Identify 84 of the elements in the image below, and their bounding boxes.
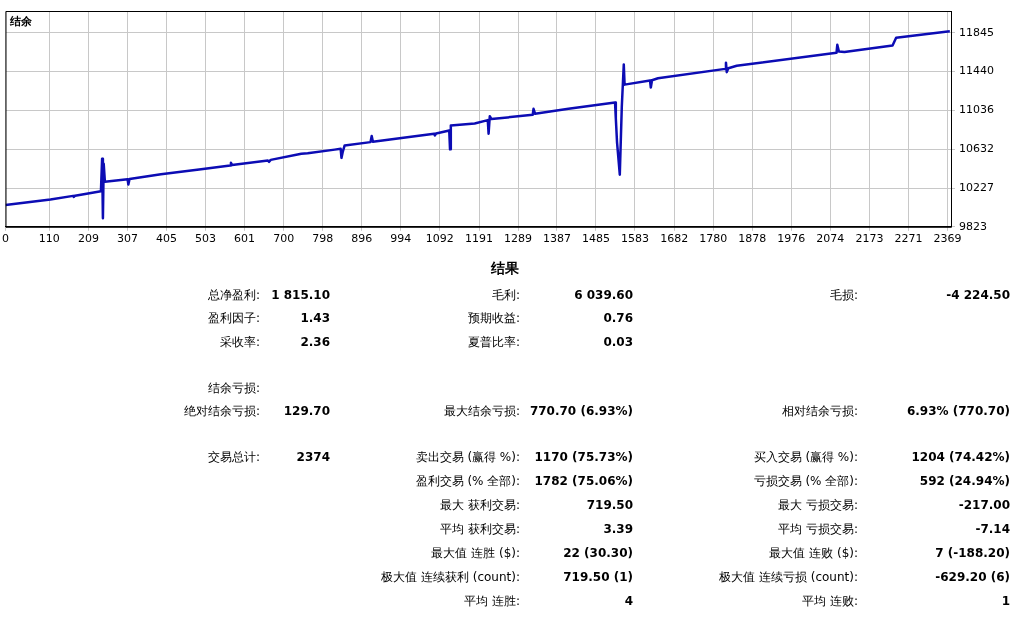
text: 129.70 bbox=[283, 403, 330, 419]
text: 最大值 连胜 ($): bbox=[431, 545, 520, 561]
chart-title: 结余 bbox=[9, 15, 34, 29]
text: 1204 (74.42%) bbox=[911, 449, 1010, 465]
y-tick-label: 11440 bbox=[959, 64, 995, 78]
x-tick-label: 1485 bbox=[581, 232, 610, 246]
text: 毛损: bbox=[829, 287, 858, 303]
x-tick-label: 307 bbox=[117, 232, 139, 246]
text: 6 039.60 bbox=[574, 287, 633, 303]
x-tick-label: 1289 bbox=[504, 232, 533, 246]
text: 719.50 bbox=[586, 497, 633, 513]
text: 最大 亏损交易: bbox=[778, 497, 858, 513]
text: 预期收益: bbox=[467, 310, 520, 326]
x-tick-label: 2271 bbox=[894, 232, 923, 246]
text: 2374 bbox=[296, 449, 330, 465]
text: 平均 亏损交易: bbox=[778, 521, 858, 537]
x-tick-label: 1092 bbox=[425, 232, 454, 246]
x-tick-label: 994 bbox=[390, 232, 412, 246]
x-tick-label: 405 bbox=[156, 232, 178, 246]
text: 亏损交易 (% 全部): bbox=[753, 473, 858, 489]
text: 毛利: bbox=[491, 287, 520, 303]
x-tick-label: 1878 bbox=[738, 232, 767, 246]
text: 相对结余亏损: bbox=[781, 403, 858, 419]
x-tick-label: 1387 bbox=[542, 232, 571, 246]
text: 3.39 bbox=[603, 521, 633, 537]
text: 1 bbox=[1001, 593, 1010, 609]
text: 1170 (75.73%) bbox=[534, 449, 633, 465]
text: -629.20 (6) bbox=[935, 569, 1010, 585]
text: 最大结余亏损: bbox=[443, 403, 520, 419]
text: -4 224.50 bbox=[946, 287, 1010, 303]
x-tick-label: 1191 bbox=[465, 232, 494, 246]
text: 592 (24.94%) bbox=[919, 473, 1010, 489]
text: 总净盈利: bbox=[207, 287, 260, 303]
x-tick-label: 798 bbox=[312, 232, 334, 246]
y-tick-label: 9823 bbox=[959, 219, 988, 233]
x-tick-label: 0 bbox=[2, 232, 9, 246]
y-tick-label: 11036 bbox=[959, 103, 995, 117]
text: 夏普比率: bbox=[467, 334, 520, 350]
text: 盈利因子: bbox=[207, 310, 260, 326]
text: 1 815.10 bbox=[271, 287, 330, 303]
text: -7.14 bbox=[975, 521, 1010, 537]
text: 2.36 bbox=[300, 334, 330, 350]
y-tick-label: 11845 bbox=[959, 25, 995, 39]
text: 买入交易 (赢得 %): bbox=[753, 449, 858, 465]
text: 采收率: bbox=[219, 334, 260, 350]
text: 结果 bbox=[490, 259, 520, 277]
text: 1.43 bbox=[300, 310, 330, 326]
x-tick-label: 2074 bbox=[816, 232, 845, 246]
y-tick-label: 10227 bbox=[959, 180, 995, 194]
x-tick-label: 2369 bbox=[933, 232, 962, 246]
text: 盈利交易 (% 全部): bbox=[415, 473, 520, 489]
text: 7 (-188.20) bbox=[935, 545, 1010, 561]
x-tick-label: 110 bbox=[38, 232, 60, 246]
x-tick-label: 700 bbox=[273, 232, 295, 246]
x-tick-label: 601 bbox=[233, 232, 255, 246]
text: 交易总计: bbox=[207, 449, 260, 465]
text: 0.76 bbox=[603, 310, 633, 326]
text: 最大值 连败 ($): bbox=[769, 545, 858, 561]
x-tick-label: 896 bbox=[351, 232, 373, 246]
x-tick-label: 209 bbox=[78, 232, 100, 246]
text: 最大 获利交易: bbox=[440, 497, 520, 513]
x-tick-label: 1780 bbox=[699, 232, 728, 246]
text: 结余亏损: bbox=[207, 380, 260, 396]
text: 平均 获利交易: bbox=[440, 521, 520, 537]
text: 平均 连败: bbox=[802, 593, 858, 609]
text: 极大值 连续亏损 (count): bbox=[719, 569, 858, 585]
text: 极大值 连续获利 (count): bbox=[381, 569, 520, 585]
text: 1782 (75.06%) bbox=[534, 473, 633, 489]
text: -217.00 bbox=[958, 497, 1010, 513]
x-tick-label: 1976 bbox=[777, 232, 806, 246]
text: 平均 连胜: bbox=[464, 593, 520, 609]
x-tick-label: 2173 bbox=[855, 232, 884, 246]
text: 绝对结余亏损: bbox=[183, 403, 260, 419]
text: 770.70 (6.93%) bbox=[529, 403, 633, 419]
text: 卖出交易 (赢得 %): bbox=[415, 449, 520, 465]
x-tick-label: 503 bbox=[195, 232, 216, 246]
text: 6.93% (770.70) bbox=[906, 403, 1010, 419]
x-tick-label: 1583 bbox=[620, 232, 649, 246]
y-tick-label: 10632 bbox=[959, 142, 995, 155]
text: 0.03 bbox=[603, 334, 633, 350]
text: 4 bbox=[624, 593, 633, 609]
text: 22 (30.30) bbox=[563, 545, 633, 561]
x-tick-label: 1682 bbox=[660, 232, 689, 246]
text: 719.50 (1) bbox=[563, 569, 633, 585]
